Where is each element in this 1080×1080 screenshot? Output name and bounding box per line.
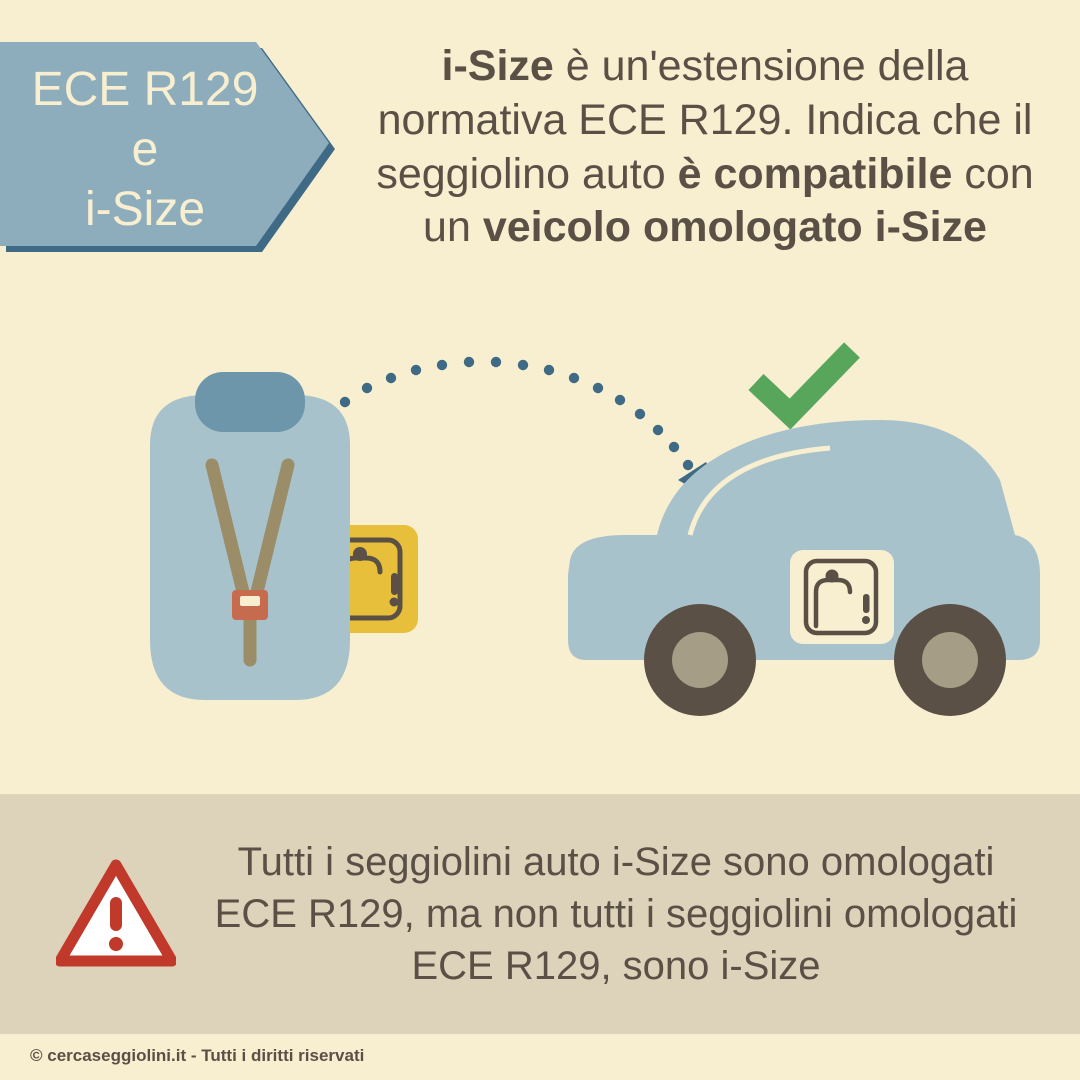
- warning-band: Tutti i seggiolini auto i-Size sono omol…: [0, 794, 1080, 1034]
- copyright-text: © cercaseggiolini.it - Tutti i diritti r…: [30, 1046, 364, 1066]
- warning-text: Tutti i seggiolini auto i-Size sono omol…: [212, 836, 1020, 992]
- headline-bold-3: veicolo omologato i-Size: [483, 203, 987, 251]
- badge-text: ECE R129 e i-Size: [0, 42, 290, 257]
- headline-bold-1: i-Size: [442, 42, 554, 90]
- badge-line2: e: [132, 120, 159, 180]
- badge-line3: i-Size: [85, 180, 205, 240]
- illustration: [0, 340, 1080, 750]
- car-icon: [568, 420, 1040, 716]
- badge-line1: ECE R129: [32, 60, 259, 120]
- headline-bold-2: è compatibile: [678, 150, 953, 198]
- warning-icon: [56, 859, 176, 969]
- check-icon: [756, 350, 852, 414]
- title-badge: ECE R129 e i-Size: [0, 42, 335, 257]
- dotted-arrow: [340, 357, 730, 510]
- headline-paragraph: i-Size è un'estensione della normativa E…: [370, 40, 1040, 255]
- isize-tag-car: [790, 550, 894, 644]
- car-seat-icon: [150, 372, 350, 700]
